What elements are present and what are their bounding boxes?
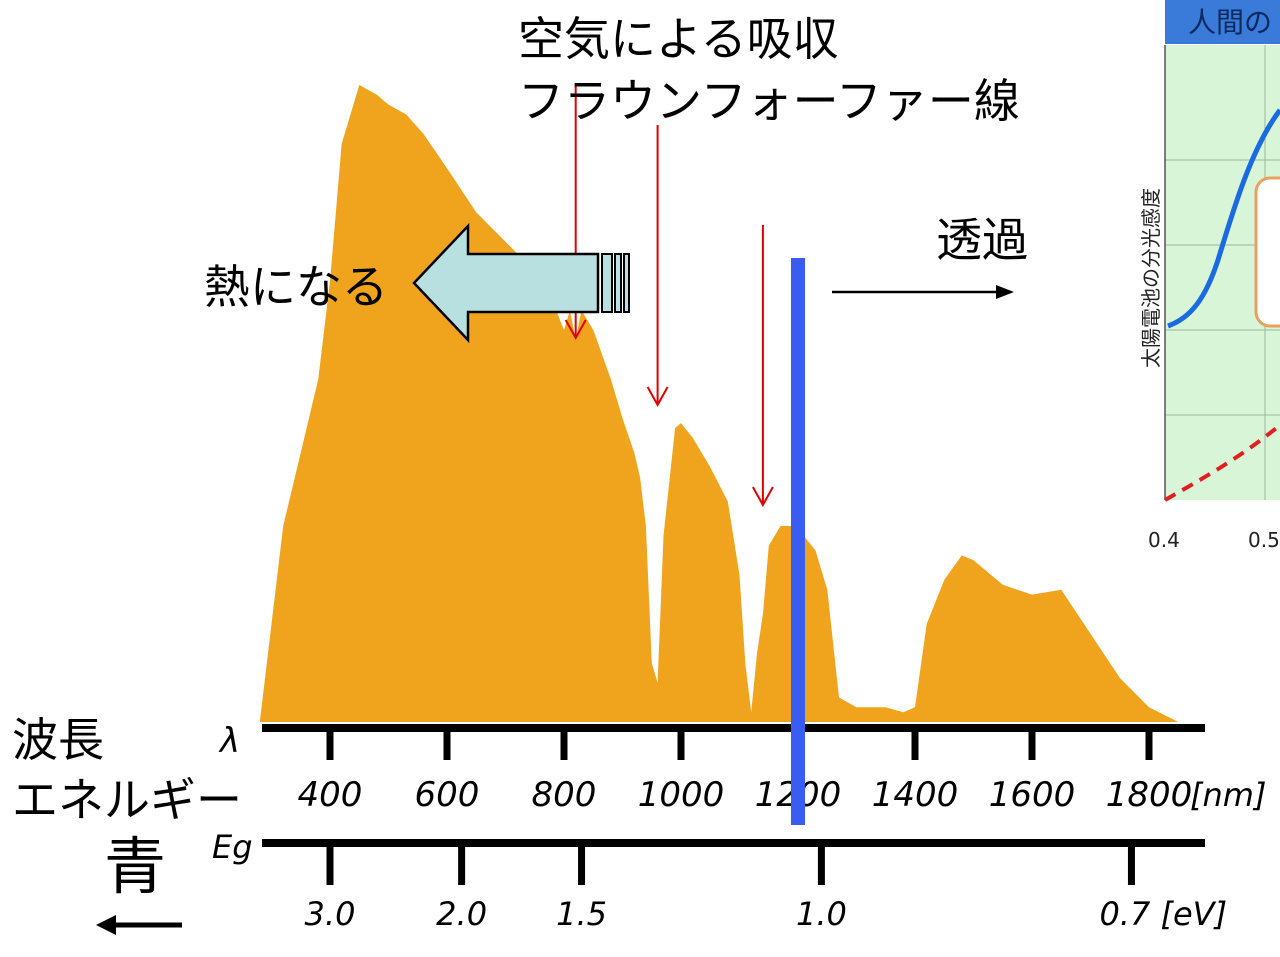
energy-label: エネルギー bbox=[12, 773, 242, 827]
absorption-arrow-head-1 bbox=[646, 386, 669, 408]
heat-arrow-stripe-3 bbox=[623, 253, 630, 313]
wavelength-tick-label-1400: 1400 bbox=[872, 775, 959, 815]
wavelength-axis: 40060080010001200140016001800 λ [nm] bbox=[218, 721, 1266, 815]
bandgap-line bbox=[791, 258, 805, 825]
wavelength-tick-label-1000: 1000 bbox=[638, 775, 725, 815]
wavelength-tick-label-600: 600 bbox=[415, 775, 480, 815]
heat-arrow-body bbox=[412, 222, 600, 344]
air-absorption-label: 空気による吸収 bbox=[518, 12, 839, 66]
wavelength-tick-label-1800: 1800 bbox=[1106, 775, 1193, 815]
wavelength-label: 波長 bbox=[12, 713, 104, 767]
inset-panel: 人間の 太陽電池の分光感度 0.4 0.5 bbox=[1139, 0, 1280, 552]
energy-axis: 3.0 2.0 1.5 1.0 0.7 [eV] Eg bbox=[212, 828, 1227, 933]
transmit-arrow-head bbox=[996, 285, 1014, 299]
inset-header-text: 人間の bbox=[1188, 6, 1272, 39]
absorption-arrow-head-2 bbox=[752, 486, 774, 508]
inset-red-dashed-curve bbox=[1164, 423, 1280, 502]
blue-label: 青 bbox=[104, 830, 166, 903]
energy-tick-label-0: 3.0 bbox=[305, 895, 356, 933]
heat-label: 熱になる bbox=[204, 260, 388, 314]
transmit-arrow bbox=[832, 285, 1014, 299]
fraunhofer-label: フラウンフォーファー線 bbox=[518, 74, 1020, 128]
inset-ylabel: 太陽電池の分光感度 bbox=[1139, 188, 1163, 368]
inset-blue-curve bbox=[1167, 108, 1280, 329]
heat-arrow-stripe-2 bbox=[614, 253, 622, 313]
inset-header-bar bbox=[1165, 0, 1280, 44]
energy-ticks: 3.0 2.0 1.5 1.0 0.7 [eV] bbox=[305, 843, 1227, 933]
inset-xtick-1: 0.5 bbox=[1248, 528, 1280, 552]
heat-arrow-stripe-1 bbox=[601, 253, 613, 313]
spectrum-area bbox=[259, 85, 1196, 722]
absorption-arrow-head-0 bbox=[564, 319, 587, 341]
inset-xtick-0: 0.4 bbox=[1148, 528, 1180, 552]
nm-unit: [nm] bbox=[1190, 776, 1266, 814]
energy-tick-label-2: 1.5 bbox=[556, 895, 607, 933]
wavelength-tick-label-1600: 1600 bbox=[989, 775, 1076, 815]
inset-legend-box bbox=[1254, 176, 1280, 328]
energy-tick-label-4: 0.7 [eV] bbox=[1099, 895, 1227, 933]
wavelength-ticks: 40060080010001200140016001800 bbox=[298, 728, 1193, 815]
wavelength-tick-label-400: 400 bbox=[298, 775, 363, 815]
lambda-symbol: λ bbox=[218, 721, 240, 761]
eg-symbol: Eg bbox=[212, 828, 253, 866]
energy-tick-label-1: 2.0 bbox=[436, 895, 487, 933]
blue-direction-arrow bbox=[96, 915, 182, 935]
transmit-label: 透過 bbox=[936, 213, 1028, 267]
wavelength-tick-label-800: 800 bbox=[532, 775, 597, 815]
energy-tick-label-3: 1.0 bbox=[796, 895, 847, 933]
blue-arrow-head bbox=[96, 915, 116, 935]
heat-arrow bbox=[412, 222, 630, 344]
